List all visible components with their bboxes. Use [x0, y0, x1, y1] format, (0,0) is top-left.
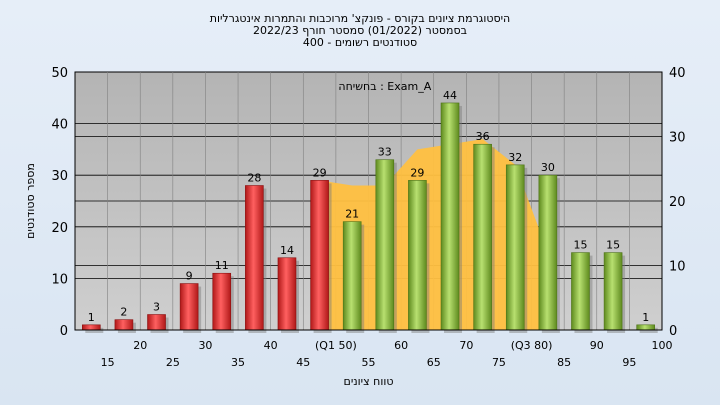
x-tick-label: 55: [362, 356, 376, 369]
bar-value-label: 3: [153, 301, 160, 314]
bar: [473, 143, 492, 331]
x-tick-label: 95: [622, 356, 636, 369]
y-axis-label: מספר סטודנטים: [24, 163, 37, 239]
bar: [375, 159, 395, 331]
x-tick-label: 40: [264, 339, 278, 352]
x-tick-label: 20: [133, 339, 147, 352]
x-tick-label: 15: [101, 356, 115, 369]
bar-value-label: 29: [313, 166, 327, 179]
x-tick-label: 85: [557, 356, 571, 369]
x-tick-label: 75: [492, 356, 506, 369]
bar-value-label: 11: [215, 259, 229, 272]
bar-value-label: 15: [573, 239, 587, 252]
y-tick-label: 30: [51, 169, 68, 184]
bar: [179, 283, 199, 331]
bar-value-label: 44: [443, 89, 457, 102]
y-right-tick-label: 40: [669, 66, 686, 81]
bar: [505, 164, 525, 331]
chart-title-line-3: סטודנטים רשומים - 400: [302, 36, 418, 49]
x-tick-label: 45: [296, 356, 310, 369]
bar-value-label: 2: [120, 306, 127, 319]
bar: [408, 180, 427, 331]
bar: [147, 314, 166, 331]
y-tick-label: 10: [51, 272, 68, 287]
bar: [571, 252, 590, 331]
bar: [277, 257, 297, 331]
x-tick-label: 30: [198, 339, 212, 352]
y-tick-label: 40: [51, 118, 68, 133]
bar-value-label: 9: [186, 270, 193, 283]
y-tick-label: 20: [51, 221, 68, 236]
x-tick-label: 70: [459, 339, 473, 352]
chart-annotation: בחשיחה : Exam_A: [338, 80, 431, 93]
bar-value-label: 15: [606, 239, 620, 252]
bar: [114, 319, 134, 331]
bar: [342, 221, 362, 331]
y-right-tick-label: 20: [669, 195, 686, 210]
bar-value-label: 1: [642, 311, 649, 324]
bar-value-label: 21: [345, 208, 359, 221]
bar-value-label: 29: [410, 166, 424, 179]
bar: [603, 252, 623, 331]
y-tick-label: 0: [60, 324, 68, 339]
bar-value-label: 32: [508, 151, 522, 164]
x-tick-label: (Q3 80): [511, 339, 553, 352]
bar: [245, 185, 264, 331]
bar: [440, 102, 460, 331]
y-right-tick-label: 0: [669, 324, 677, 339]
y-right-tick-label: 30: [669, 131, 686, 146]
bar-value-label: 36: [476, 130, 490, 143]
y-right-tick-label: 10: [669, 260, 686, 275]
bar-value-label: 28: [247, 172, 261, 185]
x-tick-label: 35: [231, 356, 245, 369]
bar-value-label: 33: [378, 146, 392, 159]
chart-title-line-2: בסמסטר (01/2022) סמסטר חורף 2022/23: [253, 24, 467, 37]
bar-value-label: 1: [88, 311, 95, 324]
bar-value-label: 30: [541, 161, 555, 174]
bar: [82, 324, 101, 331]
x-tick-label: 65: [427, 356, 441, 369]
x-tick-label: 60: [394, 339, 408, 352]
bar: [310, 180, 329, 331]
bar: [636, 324, 655, 331]
bar-value-label: 14: [280, 244, 294, 257]
x-tick-label: (Q1 50): [315, 339, 357, 352]
bar: [538, 174, 558, 331]
y-tick-label: 50: [51, 66, 68, 81]
x-axis-label: טווח ציונים: [344, 375, 394, 388]
x-tick-label: 100: [652, 339, 673, 352]
chart-title-line-1: היסטוגרמת ציונים בקורס - פונקצ' מרוכבות …: [209, 12, 511, 25]
x-tick-label: 90: [590, 339, 604, 352]
x-tick-label: 25: [166, 356, 180, 369]
bar: [212, 272, 232, 331]
